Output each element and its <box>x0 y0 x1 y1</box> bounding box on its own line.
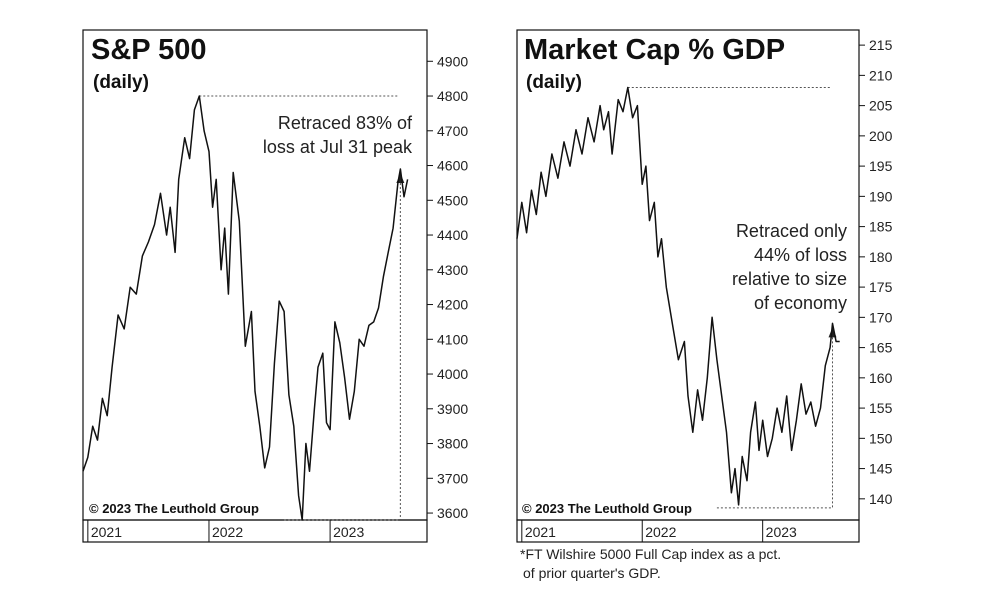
mcap-year-strip <box>516 519 860 543</box>
sp500-y-tick-label: 4900 <box>437 53 468 69</box>
mcap-y-tick-label: 145 <box>869 461 893 477</box>
mcap-y-tick-label: 190 <box>869 188 893 204</box>
mcap-y-tick-label: 150 <box>869 430 893 446</box>
sp500-reference-lines <box>199 95 405 521</box>
sp500-year-strip <box>82 519 428 543</box>
sp500-y-tick-label: 4600 <box>437 158 468 174</box>
mcap-y-tick-label: 195 <box>869 158 893 174</box>
mcap-annotation-line-1: Retraced only <box>736 221 847 241</box>
sp500-subtitle: (daily) <box>93 72 149 93</box>
mcap-y-tick-label: 140 <box>869 491 893 507</box>
footnote-line-1: *FT Wilshire 5000 Full Cap index as a pc… <box>520 546 781 562</box>
mcap-y-tick-label: 205 <box>869 98 893 114</box>
mcap-series <box>516 86 840 506</box>
sp500-plot-frame <box>82 29 428 521</box>
mcap-y-tick-label: 165 <box>869 340 893 356</box>
sp500-year-label: 2021 <box>91 524 122 540</box>
mcap-title: Market Cap % GDP <box>524 34 785 66</box>
sp500-copyright: © 2023 The Leuthold Group <box>89 501 259 516</box>
sp500-y-tick-label: 4700 <box>437 123 468 139</box>
mcap-year-label: 2023 <box>766 524 797 540</box>
sp500-y-tick-label: 4000 <box>437 366 468 382</box>
mcap-y-tick-label: 215 <box>869 37 893 53</box>
mcap-y-tick-label: 160 <box>869 370 893 386</box>
mcap-y-tick-label: 200 <box>869 128 893 144</box>
mcap-y-tick-label: 210 <box>869 67 893 83</box>
mcap-annotation-line-3: relative to size <box>732 269 847 289</box>
sp500-annotation-line-2: loss at Jul 31 peak <box>263 137 413 157</box>
mcap-y-tick-label: 180 <box>869 249 893 265</box>
mcap-year-label: 2022 <box>645 524 676 540</box>
sp500-year-label: 2022 <box>212 524 243 540</box>
mcap-series-line <box>516 86 840 506</box>
sp500-year-label: 2023 <box>333 524 364 540</box>
sp500-series-line <box>82 95 409 521</box>
mcap-annotation-line-2: 44% of loss <box>754 245 847 265</box>
mcap-x-axis: 2021 2022 2023 <box>521 520 797 542</box>
mcap-annotation-line-4: of economy <box>754 293 847 313</box>
sp500-y-tick-label: 3600 <box>437 505 468 521</box>
mcap-y-tick-label: 170 <box>869 309 893 325</box>
sp500-title: S&P 500 <box>91 34 207 66</box>
sp500-y-tick-label: 3800 <box>437 436 468 452</box>
sp500-y-tick-label: 3900 <box>437 401 468 417</box>
sp500-y-tick-label: 3700 <box>437 470 468 486</box>
mcap-y-tick-label: 155 <box>869 400 893 416</box>
mcap-y-tick-label: 175 <box>869 279 893 295</box>
mcap-copyright: © 2023 The Leuthold Group <box>522 501 692 516</box>
sp500-y-tick-label: 4500 <box>437 192 468 208</box>
sp500-x-axis: 2021 2022 2023 <box>87 520 364 542</box>
sp500-y-tick-label: 4200 <box>437 297 468 313</box>
sp500-y-tick-label: 4300 <box>437 262 468 278</box>
sp500-y-tick-label: 4800 <box>437 88 468 104</box>
mcap-y-axis: 140 145 150 155 160 165 170 175 180 185 190 195 200 2… <box>859 37 893 507</box>
footnote-line-2: of prior quarter's GDP. <box>523 565 661 581</box>
market-cap-gdp-chart: Market Cap % GDP (daily) Retraced only 4… <box>516 29 893 543</box>
sp500-y-tick-label: 4400 <box>437 227 468 243</box>
sp500-annotation-line-1: Retraced 83% of <box>278 113 413 133</box>
mcap-year-label: 2021 <box>525 524 556 540</box>
sp500-series <box>82 95 409 521</box>
sp500-chart: S&P 500 (daily) Retraced 83% of loss at … <box>82 29 468 543</box>
mcap-subtitle: (daily) <box>526 72 582 93</box>
sp500-y-axis: 3600 3700 3800 3900 4000 4100 4200 4300 4400 4500… <box>427 53 468 521</box>
sp500-y-tick-label: 4100 <box>437 331 468 347</box>
mcap-y-tick-label: 185 <box>869 219 893 235</box>
